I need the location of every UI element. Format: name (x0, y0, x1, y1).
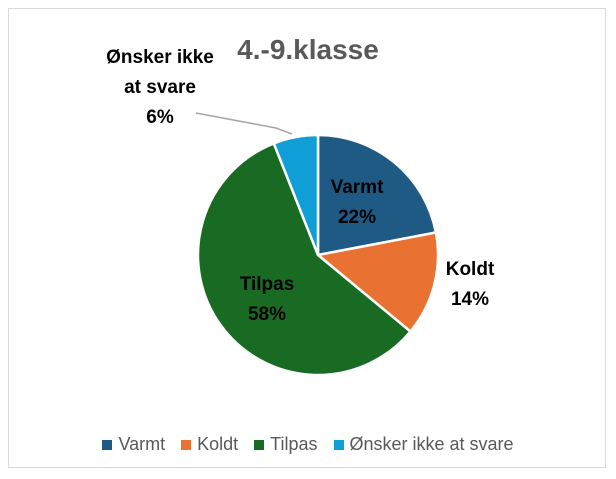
data-label-value: 22% (337, 207, 377, 228)
pie-slice (315, 231, 440, 334)
pie-slice (196, 141, 413, 377)
data-label-value: 6% (146, 107, 174, 128)
legend-swatch (254, 439, 265, 450)
pie-slice (316, 133, 438, 257)
data-label: Koldt 14% (446, 255, 495, 315)
data-label-category: Varmt (330, 177, 384, 198)
data-label: Ønsker ikke at svare 6% (105, 43, 215, 133)
legend-label: Tilpas (270, 434, 318, 454)
legend-item: Koldt (181, 434, 238, 455)
legend: Varmt Koldt Tilpas Ønsker ikke at svare (0, 434, 616, 455)
data-label: Tilpas 58% (240, 270, 295, 330)
data-label: Varmt 22% (331, 173, 384, 233)
legend-swatch (102, 439, 113, 450)
data-label-value: 14% (450, 289, 490, 310)
legend-item: Tilpas (254, 434, 318, 455)
leader-line (195, 112, 293, 135)
legend-swatch (333, 439, 344, 450)
data-label-category: Ønsker ikke at svare (106, 47, 214, 98)
legend-item: Ønsker ikke at svare (333, 434, 514, 455)
data-label-category: Koldt (445, 259, 495, 280)
data-label-category: Tilpas (239, 274, 295, 295)
legend-label: Ønsker ikke at svare (349, 434, 514, 454)
legend-swatch (181, 439, 192, 450)
legend-label: Varmt (118, 434, 166, 454)
data-label-value: 58% (247, 304, 287, 325)
chart-title: 4.-9.klasse (237, 34, 379, 65)
pie-slice (272, 133, 320, 256)
legend-label: Koldt (197, 434, 239, 454)
chart-frame (8, 8, 606, 468)
legend-item: Varmt (102, 434, 165, 455)
